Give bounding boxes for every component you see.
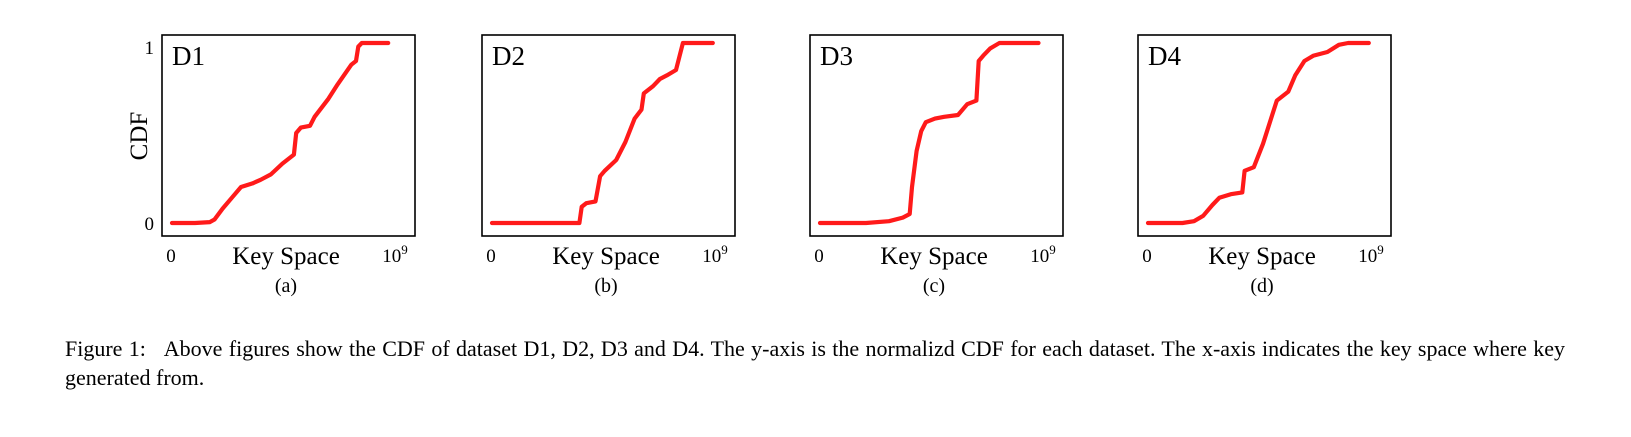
panel-title: D2 — [492, 41, 525, 71]
x-axis-label: Key Space — [880, 243, 988, 270]
plot-frame — [481, 34, 736, 237]
panel-title: D4 — [1148, 41, 1181, 71]
chart-panel-4: D4 0 109 Key Space (d) — [1137, 34, 1392, 297]
panel-title: D1 — [172, 41, 205, 71]
plot-frame — [809, 34, 1064, 237]
x-tick-label: 109 — [702, 242, 728, 267]
chart-panel-1: D1 0 109 Key Space (a) 1 0 — [145, 34, 416, 297]
panel-title: D3 — [820, 41, 853, 71]
x-tick-label: 0 — [486, 246, 496, 267]
cdf-curve — [817, 40, 1041, 226]
plot-frame — [1137, 34, 1392, 237]
cdf-curve — [489, 40, 715, 226]
cdf-curve — [169, 40, 391, 226]
plot-frame — [161, 34, 416, 237]
figure-panels: CDF D1 0 109 Key Space (a) 1 0 D2 0 109 Key Space (… — [126, 34, 1392, 297]
cdf-curve — [1145, 40, 1371, 226]
x-tick-label: 109 — [1030, 242, 1056, 267]
chart-panel-3: D3 0 109 Key Space (c) — [809, 34, 1064, 297]
panel-sublabel: (a) — [275, 275, 297, 297]
figure-caption: Figure 1: Above figures show the CDF of … — [65, 334, 1565, 392]
x-axis-label: Key Space — [552, 243, 660, 270]
x-tick-label: 109 — [382, 242, 408, 267]
chart-panel-2: D2 0 109 Key Space (b) — [481, 34, 736, 297]
panel-sublabel: (d) — [1250, 275, 1273, 297]
x-axis-label: Key Space — [232, 243, 340, 270]
x-tick-label: 0 — [166, 246, 176, 267]
panel-sublabel: (c) — [923, 275, 945, 297]
caption-text: Above figures show the CDF of dataset D1… — [65, 336, 1565, 390]
x-axis-label: Key Space — [1208, 243, 1316, 270]
y-tick-label: 1 — [145, 38, 155, 59]
y-axis-label: CDF — [126, 112, 153, 161]
panel-sublabel: (b) — [594, 275, 617, 297]
x-tick-label: 0 — [1142, 246, 1152, 267]
caption-lead: Figure 1: — [65, 336, 146, 361]
x-tick-label: 109 — [1358, 242, 1384, 267]
x-tick-label: 0 — [814, 246, 824, 267]
y-tick-label: 0 — [145, 214, 155, 235]
